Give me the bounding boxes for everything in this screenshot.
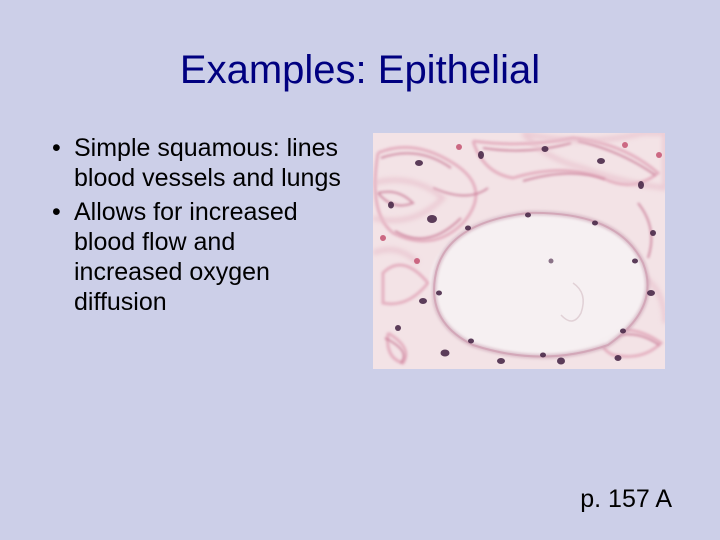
slide: Examples: Epithelial Simple squamous: li… xyxy=(0,0,720,540)
content-row: Simple squamous: lines blood vessels and… xyxy=(48,133,672,369)
bullet-list: Simple squamous: lines blood vessels and… xyxy=(48,133,348,321)
histology-image-area xyxy=(366,133,672,369)
histology-image xyxy=(373,133,665,369)
bullet-item: Simple squamous: lines blood vessels and… xyxy=(48,133,348,193)
page-reference: p. 157 A xyxy=(580,485,672,514)
slide-title: Examples: Epithelial xyxy=(48,48,672,93)
bullet-item: Allows for increased blood flow and incr… xyxy=(48,197,348,317)
